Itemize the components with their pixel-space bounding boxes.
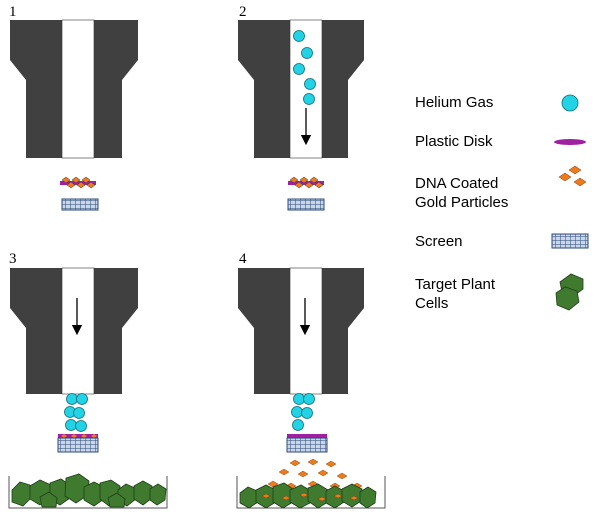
panel-number-2: 2 [239,4,247,20]
helium-bubbles [291,393,315,431]
gun-bore [289,267,323,395]
panel-number-3: 3 [9,251,17,267]
legend-label-dna-gold-line2: Gold Particles [415,194,509,211]
panel-3 [8,267,168,509]
panel-number-1: 1 [9,4,17,20]
screen [61,198,99,211]
helium-bubbles [293,30,316,105]
disk-on-screen [286,434,328,453]
disk-on-screen [57,434,99,453]
panel-2 [238,19,364,211]
target-plant-cells [236,476,386,509]
legend-label-helium-gas: Helium Gas [415,94,494,111]
gun-bore [61,267,95,395]
panel-4 [236,267,386,509]
gun-bore [61,19,95,159]
panel-1 [10,19,138,211]
gold-coated-disk [288,176,324,189]
legend-icons [551,94,589,311]
screen-mesh-icon [551,233,589,249]
gold-coated-disk [60,176,96,189]
legend-label-dna-gold-line1: DNA Coated [415,175,499,192]
plant-cell-icon [555,273,584,311]
legend-label-plant-cells-line1: Target Plant [415,276,496,293]
screen [287,198,325,211]
helium-bubbles [64,393,88,432]
plastic-disk-icon [554,139,586,145]
legend-label-plastic-disk: Plastic Disk [415,133,493,150]
panel-number-4: 4 [239,251,247,267]
helium-bubble-icon [561,94,579,112]
target-plant-cells [8,473,168,509]
legend-label-plant-cells-line2: Cells [415,295,449,312]
legend-label-screen: Screen [415,233,463,250]
gold-particle-icon [558,165,587,187]
